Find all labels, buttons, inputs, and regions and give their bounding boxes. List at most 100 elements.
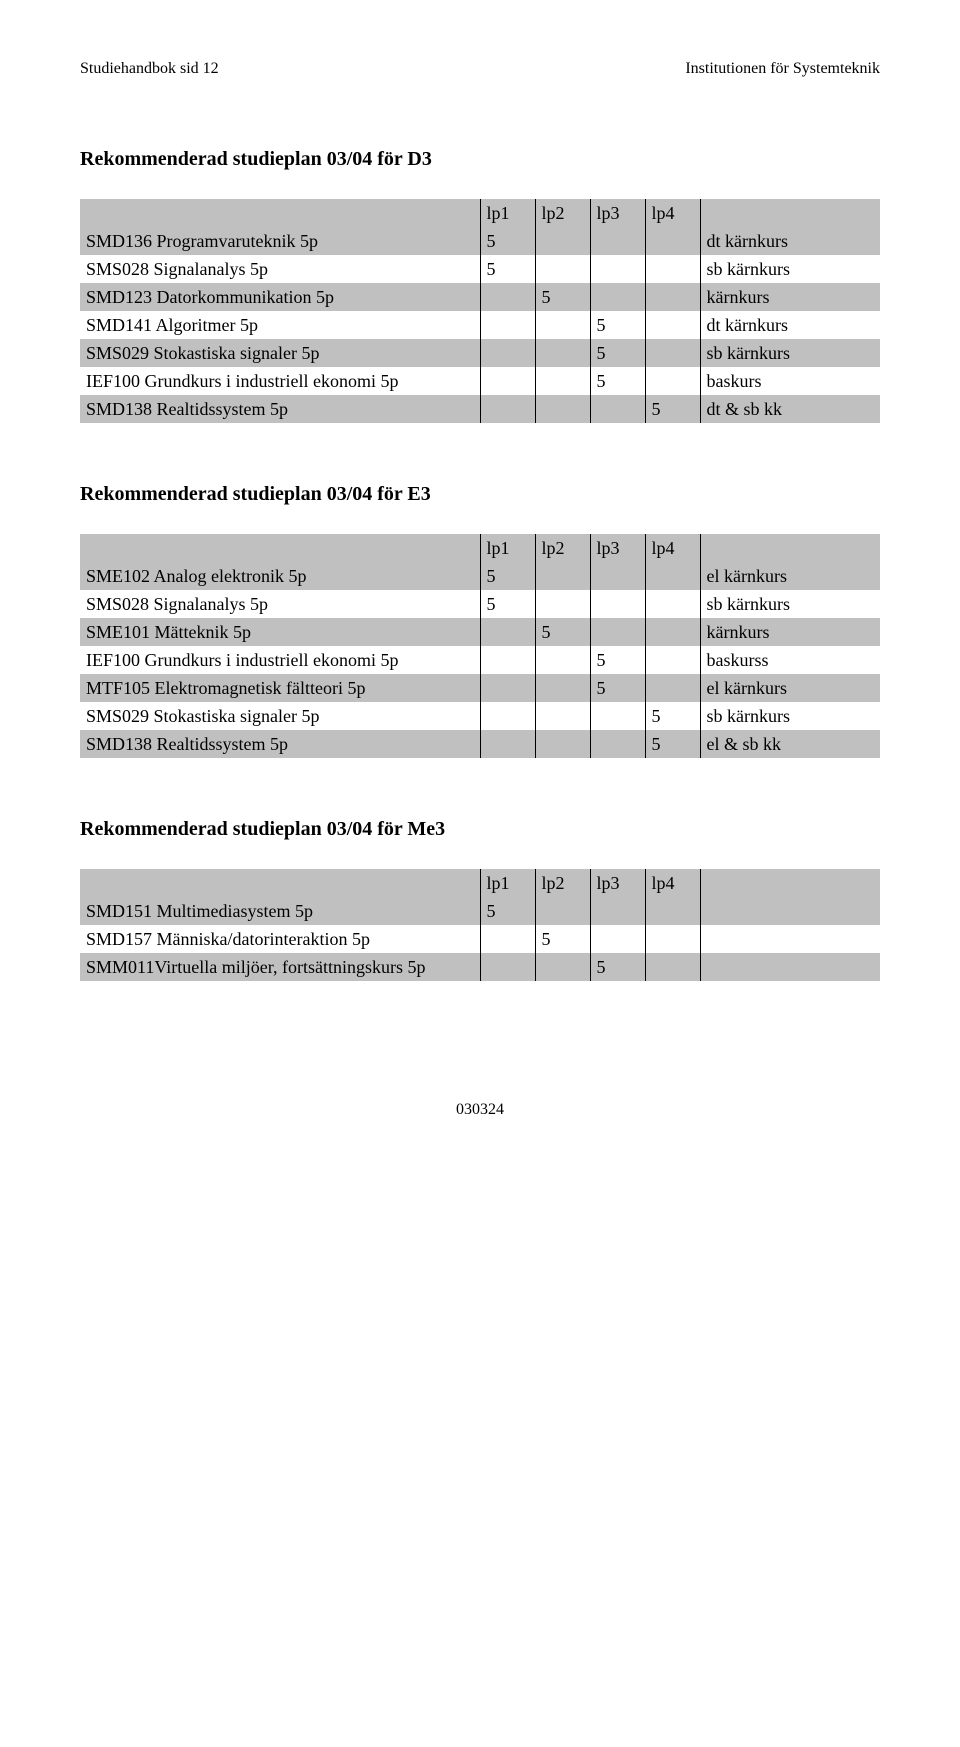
- course-cell: SMS028 Signalanalys 5p: [80, 590, 480, 618]
- study-plan-table: lp1lp2lp3lp4SMD151 Multimediasystem 5p5S…: [80, 869, 880, 981]
- lp-cell: [480, 702, 535, 730]
- lp-cell: 5: [480, 227, 535, 255]
- course-cell: SME101 Mätteknik 5p: [80, 618, 480, 646]
- lp-cell: [480, 618, 535, 646]
- course-cell: IEF100 Grundkurs i industriell ekonomi 5…: [80, 646, 480, 674]
- lp-cell: [590, 283, 645, 311]
- note-cell: dt kärnkurs: [700, 311, 880, 339]
- note-cell: kärnkurs: [700, 618, 880, 646]
- lp-cell: [535, 674, 590, 702]
- course-cell: SMS029 Stokastiska signaler 5p: [80, 702, 480, 730]
- lp-cell: 5: [645, 702, 700, 730]
- study-plan-table: lp1lp2lp3lp4SME102 Analog elektronik 5p5…: [80, 534, 880, 758]
- lp-cell: 5: [590, 339, 645, 367]
- course-cell: SMD138 Realtidssystem 5p: [80, 730, 480, 758]
- lp-cell: [480, 646, 535, 674]
- lp-cell: [480, 367, 535, 395]
- lp-cell: 5: [535, 925, 590, 953]
- col-header-note: [700, 869, 880, 897]
- lp-cell: [645, 283, 700, 311]
- lp-cell: [535, 730, 590, 758]
- lp-cell: [480, 395, 535, 423]
- course-cell: SMS028 Signalanalys 5p: [80, 255, 480, 283]
- lp-cell: [590, 227, 645, 255]
- lp-cell: [645, 925, 700, 953]
- table-row: SMD151 Multimediasystem 5p5: [80, 897, 880, 925]
- lp-cell: [645, 646, 700, 674]
- course-cell: SMD138 Realtidssystem 5p: [80, 395, 480, 423]
- course-cell: SMD151 Multimediasystem 5p: [80, 897, 480, 925]
- col-header-lp: lp1: [480, 199, 535, 227]
- course-cell: SMD157 Människa/datorinteraktion 5p: [80, 925, 480, 953]
- lp-cell: [535, 953, 590, 981]
- note-cell: [700, 897, 880, 925]
- course-cell: SMD123 Datorkommunikation 5p: [80, 283, 480, 311]
- lp-cell: 5: [535, 283, 590, 311]
- col-header-lp: lp3: [590, 534, 645, 562]
- lp-cell: [645, 674, 700, 702]
- lp-cell: [480, 283, 535, 311]
- section-title: Rekommenderad studieplan 03/04 för D3: [80, 148, 880, 171]
- lp-cell: [480, 730, 535, 758]
- lp-cell: [535, 562, 590, 590]
- page-footer: 030324: [80, 1101, 880, 1119]
- lp-cell: 5: [480, 897, 535, 925]
- lp-cell: 5: [480, 590, 535, 618]
- note-cell: el kärnkurs: [700, 562, 880, 590]
- note-cell: sb kärnkurs: [700, 339, 880, 367]
- lp-cell: 5: [645, 730, 700, 758]
- table-row: IEF100 Grundkurs i industriell ekonomi 5…: [80, 646, 880, 674]
- col-header-note: [700, 199, 880, 227]
- col-header-course: [80, 534, 480, 562]
- lp-cell: [590, 562, 645, 590]
- header-left: Studiehandbok sid 12: [80, 60, 219, 78]
- course-cell: SME102 Analog elektronik 5p: [80, 562, 480, 590]
- course-cell: SMD141 Algoritmer 5p: [80, 311, 480, 339]
- table-row: SMS028 Signalanalys 5p5sb kärnkurs: [80, 590, 880, 618]
- lp-cell: [590, 590, 645, 618]
- lp-cell: [535, 255, 590, 283]
- note-cell: [700, 925, 880, 953]
- sections-container: Rekommenderad studieplan 03/04 för D3 lp1…: [80, 148, 880, 981]
- lp-cell: 5: [535, 618, 590, 646]
- lp-cell: 5: [645, 395, 700, 423]
- table-row: SMD157 Människa/datorinteraktion 5p 5: [80, 925, 880, 953]
- lp-cell: [590, 618, 645, 646]
- lp-cell: [590, 255, 645, 283]
- note-cell: el kärnkurs: [700, 674, 880, 702]
- note-cell: sb kärnkurs: [700, 255, 880, 283]
- lp-cell: 5: [480, 562, 535, 590]
- lp-cell: [535, 590, 590, 618]
- lp-cell: [480, 311, 535, 339]
- lp-cell: [535, 227, 590, 255]
- col-header-lp: lp4: [645, 534, 700, 562]
- lp-cell: [480, 953, 535, 981]
- lp-cell: [535, 395, 590, 423]
- lp-cell: [590, 897, 645, 925]
- table-row: SMD138 Realtidssystem 5p 5el & sb kk: [80, 730, 880, 758]
- col-header-lp: lp4: [645, 199, 700, 227]
- table-row: IEF100 Grundkurs i industriell ekonomi 5…: [80, 367, 880, 395]
- lp-cell: [535, 702, 590, 730]
- lp-cell: [590, 925, 645, 953]
- lp-cell: [645, 897, 700, 925]
- col-header-lp: lp1: [480, 534, 535, 562]
- header-right: Institutionen för Systemteknik: [685, 60, 880, 78]
- course-cell: MTF105 Elektromagnetisk fältteori 5p: [80, 674, 480, 702]
- table-row: SMS029 Stokastiska signaler 5p5sb kärnku…: [80, 339, 880, 367]
- table-row: MTF105 Elektromagnetisk fältteori 5p5el …: [80, 674, 880, 702]
- col-header-lp: lp2: [535, 534, 590, 562]
- note-cell: el & sb kk: [700, 730, 880, 758]
- lp-cell: [645, 311, 700, 339]
- lp-cell: [480, 339, 535, 367]
- course-cell: SMD136 Programvaruteknik 5p: [80, 227, 480, 255]
- lp-cell: [645, 255, 700, 283]
- table-row: SMD123 Datorkommunikation 5p 5 kärnkurs: [80, 283, 880, 311]
- lp-cell: 5: [590, 646, 645, 674]
- note-cell: kärnkurs: [700, 283, 880, 311]
- col-header-course: [80, 199, 480, 227]
- table-row: SME101 Mätteknik 5p 5 kärnkurs: [80, 618, 880, 646]
- page: Studiehandbok sid 12 Institutionen för S…: [0, 0, 960, 1199]
- lp-cell: [645, 618, 700, 646]
- table-row: SMD136 Programvaruteknik 5p5dt kärnkurs: [80, 227, 880, 255]
